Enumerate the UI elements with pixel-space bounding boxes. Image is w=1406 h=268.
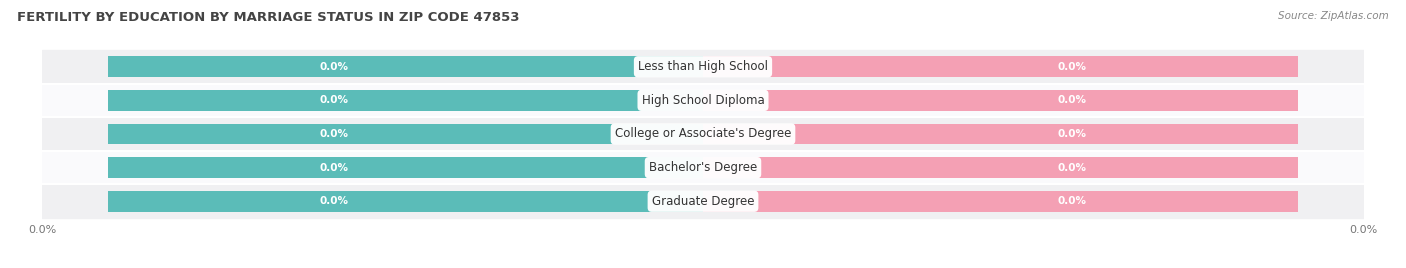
Text: 0.0%: 0.0% — [1057, 196, 1087, 206]
Text: 0.0%: 0.0% — [319, 62, 349, 72]
Bar — [703, 124, 1298, 144]
Text: FERTILITY BY EDUCATION BY MARRIAGE STATUS IN ZIP CODE 47853: FERTILITY BY EDUCATION BY MARRIAGE STATU… — [17, 11, 519, 24]
Text: 0.0%: 0.0% — [1057, 129, 1087, 139]
Text: Source: ZipAtlas.com: Source: ZipAtlas.com — [1278, 11, 1389, 21]
Bar — [42, 184, 1364, 218]
Bar — [108, 191, 703, 212]
Bar — [42, 151, 1364, 184]
Bar — [703, 191, 1298, 212]
Bar — [108, 124, 703, 144]
Text: Less than High School: Less than High School — [638, 60, 768, 73]
Bar — [42, 84, 1364, 117]
Bar — [42, 50, 1364, 84]
Text: 0.0%: 0.0% — [319, 95, 349, 105]
Text: College or Associate's Degree: College or Associate's Degree — [614, 128, 792, 140]
Text: 0.0%: 0.0% — [319, 196, 349, 206]
Text: Graduate Degree: Graduate Degree — [652, 195, 754, 208]
Text: Bachelor's Degree: Bachelor's Degree — [650, 161, 756, 174]
Text: High School Diploma: High School Diploma — [641, 94, 765, 107]
Text: 0.0%: 0.0% — [1057, 163, 1087, 173]
Text: 0.0%: 0.0% — [1057, 95, 1087, 105]
Bar — [703, 56, 1298, 77]
Text: 0.0%: 0.0% — [319, 129, 349, 139]
Bar — [703, 157, 1298, 178]
Bar — [703, 90, 1298, 111]
Text: 0.0%: 0.0% — [319, 163, 349, 173]
Bar — [108, 157, 703, 178]
Bar — [108, 90, 703, 111]
Bar — [108, 56, 703, 77]
Bar — [42, 117, 1364, 151]
Text: 0.0%: 0.0% — [1057, 62, 1087, 72]
